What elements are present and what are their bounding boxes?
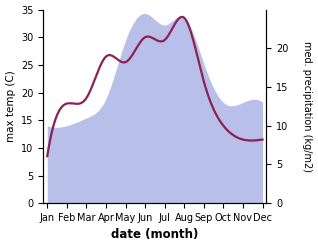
Y-axis label: med. precipitation (kg/m2): med. precipitation (kg/m2) <box>302 41 313 172</box>
X-axis label: date (month): date (month) <box>111 228 198 242</box>
Y-axis label: max temp (C): max temp (C) <box>5 70 16 142</box>
